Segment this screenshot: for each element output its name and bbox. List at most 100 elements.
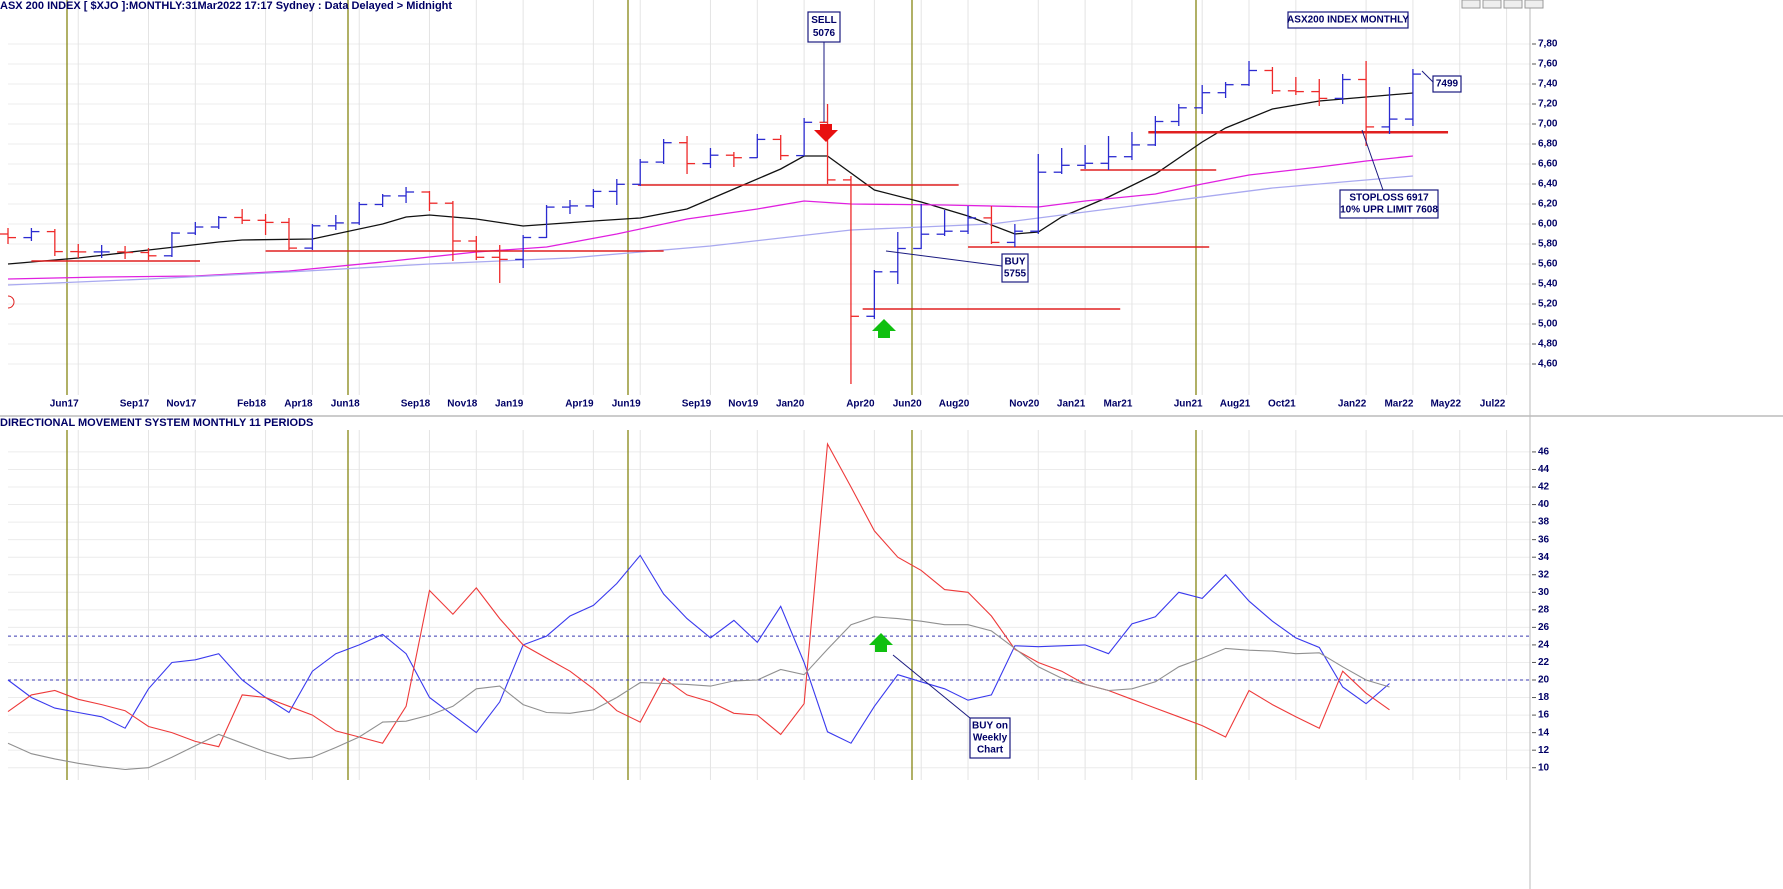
nav-next[interactable] — [1503, 0, 1523, 9]
y-tick-label: 36 — [1538, 534, 1550, 545]
series-line — [7, 155, 1413, 280]
connector — [1361, 129, 1384, 191]
y-tick-label: 4,80 — [1538, 339, 1558, 350]
x-tick-label: Sep17 — [120, 399, 150, 410]
series-line — [7, 92, 1413, 265]
y-tick-label: 28 — [1538, 604, 1550, 615]
y-tick-label: 38 — [1538, 517, 1550, 528]
y-tick-label: 10 — [1538, 762, 1550, 773]
annotation-text: 5755 — [1004, 269, 1027, 280]
y-tick-label: 5,20 — [1538, 299, 1558, 310]
chart-title: ASX 200 INDEX [ $XJO ]:MONTHLY:31Mar2022… — [0, 0, 452, 12]
annotation-box — [1432, 75, 1462, 93]
x-tick-label: Jan22 — [1338, 399, 1367, 410]
marker — [7, 295, 15, 309]
annotation-box — [969, 717, 1011, 759]
y-tick-label: 5,60 — [1538, 259, 1558, 270]
y-tick-label: 34 — [1538, 552, 1550, 563]
y-tick-label: 7,00 — [1538, 119, 1558, 130]
annotation-box — [807, 11, 841, 43]
x-tick-label: Apr18 — [284, 399, 313, 410]
x-tick-label: Jun21 — [1174, 399, 1203, 410]
cycle-lines — [66, 0, 1197, 780]
y-tick-label: 5,80 — [1538, 239, 1558, 250]
y-tick-label: 46 — [1538, 447, 1550, 458]
buy-arrow — [869, 633, 893, 652]
connector — [892, 654, 971, 719]
x-tick-label: Apr20 — [846, 399, 875, 410]
x-tick-label: Jan21 — [1057, 399, 1086, 410]
annotation-text: 5076 — [813, 28, 836, 39]
y-tick-label: 4,60 — [1538, 359, 1558, 370]
y-tick-label: 6,60 — [1538, 159, 1558, 170]
x-tick-label: Nov17 — [166, 399, 196, 410]
x-tick-label: Apr19 — [565, 399, 594, 410]
y-tick-label: 44 — [1538, 464, 1550, 475]
y-tick-label: 14 — [1538, 727, 1550, 738]
plot: 4,60 4,80 5,00 5,20 5,40 5,60 5,80 6,00 6,20 6,40… — [0, 11, 1558, 773]
x-tick-label: Mar22 — [1384, 399, 1413, 410]
sell-arrow — [814, 124, 838, 142]
annotation-text: Chart — [977, 745, 1004, 756]
x-tick-label: Aug20 — [939, 399, 970, 410]
nav-prev[interactable] — [1482, 0, 1502, 9]
panel-title: DIRECTIONAL MOVEMENT SYSTEM MONTHLY 11 P… — [0, 417, 313, 429]
series-line — [7, 442, 1390, 748]
y-tick-label: 20 — [1538, 675, 1550, 686]
y-tick-label: 7,40 — [1538, 79, 1558, 90]
buy-arrow — [872, 319, 896, 338]
y-tick-label: 12 — [1538, 745, 1550, 756]
x-tick-label: Sep19 — [682, 399, 712, 410]
x-tick-label: Jan20 — [776, 399, 805, 410]
x-tick-label: Nov18 — [447, 399, 477, 410]
connector — [885, 250, 1003, 267]
y-tick-label: 5,00 — [1538, 319, 1558, 330]
x-tick-label: Jun19 — [612, 399, 641, 410]
y-tick-label: 7,80 — [1538, 39, 1558, 50]
y-tick-label: 26 — [1538, 622, 1550, 633]
x-tick-label: Oct21 — [1268, 399, 1296, 410]
grid — [8, 0, 1530, 780]
annotation-text: Weekly — [973, 733, 1008, 744]
annotation-box — [1001, 253, 1029, 283]
annotation-box — [1339, 189, 1439, 219]
y-tick-label: 42 — [1538, 482, 1550, 493]
x-tick-label: Jun20 — [893, 399, 922, 410]
connectors — [823, 42, 1434, 719]
annotation-text: 7499 — [1436, 79, 1459, 90]
y-tick-label: 5,40 — [1538, 279, 1558, 290]
y-tick-label: 16 — [1538, 710, 1550, 721]
series-line — [7, 554, 1390, 744]
series-line — [7, 616, 1390, 771]
y-tick-label: 7,20 — [1538, 99, 1558, 110]
y-tick-label: 6,80 — [1538, 139, 1558, 150]
annotation-text: SELL — [811, 15, 837, 26]
y-tick-label: 22 — [1538, 657, 1550, 668]
annotation-text: BUY — [1004, 257, 1025, 268]
annotation-text: BUY on — [972, 721, 1008, 732]
series-line — [7, 175, 1413, 286]
y-tick-label: 18 — [1538, 692, 1550, 703]
nav-first[interactable] — [1461, 0, 1481, 9]
annotation-text: 10% UPR LIMIT 7608 — [1340, 205, 1438, 216]
connector — [1421, 70, 1434, 83]
nav-last[interactable] — [1524, 0, 1544, 9]
x-tick-label: May22 — [1430, 399, 1461, 410]
x-tick-label: Nov20 — [1009, 399, 1039, 410]
x-tick-label: Jun17 — [50, 399, 79, 410]
x-tick-label: Jun18 — [331, 399, 360, 410]
y-tick-label: 6,20 — [1538, 199, 1558, 210]
x-tick-label: Jan19 — [495, 399, 524, 410]
y-tick-label: 24 — [1538, 640, 1550, 651]
y-tick-label: 30 — [1538, 587, 1550, 598]
x-tick-label: Mar21 — [1103, 399, 1132, 410]
y-tick-label: 32 — [1538, 569, 1550, 580]
annotation-text: ASX200 INDEX MONTHLY — [1287, 15, 1409, 26]
annotation-text: STOPLOSS 6917 — [1349, 193, 1429, 204]
x-tick-label: Feb18 — [237, 399, 266, 410]
x-tick-label: Nov19 — [728, 399, 758, 410]
annotation-box — [1287, 11, 1409, 29]
x-tick-label: Sep18 — [401, 399, 431, 410]
